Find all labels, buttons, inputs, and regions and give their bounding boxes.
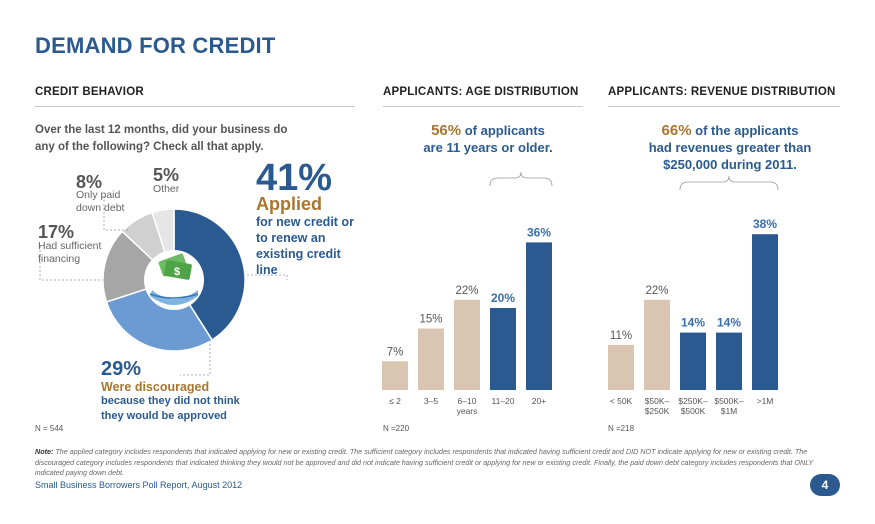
x-tick-label-4: 20+: [532, 396, 546, 406]
applied-label: Applied: [256, 194, 322, 214]
x-tick-label-1: $250K: [645, 406, 670, 416]
bar-2: [680, 332, 706, 390]
sample-size-revenue: N =218: [608, 424, 635, 433]
bar-data-label-0: 11%: [610, 330, 632, 342]
pie-label-sufficient-text: Had sufficient financing: [38, 240, 102, 265]
bar-data-label-3: 14%: [717, 316, 741, 330]
credit-behavior-pie-chart: $: [39, 196, 288, 376]
x-tick-label-3: 11–20: [491, 396, 514, 406]
x-tick-label-2: $250K–: [678, 396, 708, 406]
bar-data-label-4: 36%: [527, 225, 551, 239]
footer-source: Small Business Borrowers Poll Report, Au…: [35, 480, 243, 490]
age-distribution-bar-chart: 7% ≤ 2 15% 3–5 22% 6–10 20% 11–20 36% 20+ years: [382, 165, 553, 416]
revenue-headline-pct: 66%: [661, 122, 692, 139]
group-bracket: [489, 171, 553, 187]
discouraged-description: because they did not think they would be…: [101, 395, 240, 422]
leader-line-applied: [243, 274, 288, 280]
revenue-headline-text2: had revenues greater than: [648, 140, 812, 155]
pie-label-sufficient-pct: 17%: [38, 222, 75, 242]
revenue-headline: 66% of the applicants had revenues great…: [620, 122, 840, 173]
x-axis-label: years: [457, 406, 478, 416]
bar-0: [608, 344, 634, 390]
section-title-age-distribution: APPLICANTS: AGE DISTRIBUTION: [383, 86, 579, 98]
bar-4: [752, 234, 778, 390]
bar-0: [382, 361, 408, 390]
footnote-text: The applied category includes respondent…: [35, 447, 814, 477]
bar-data-label-1: 15%: [419, 314, 442, 326]
revenue-headline-text3: $250,000 during 2011.: [663, 157, 797, 172]
section-divider: [35, 106, 355, 107]
applied-pct: 41%: [256, 157, 333, 199]
bar-1: [644, 299, 670, 390]
x-tick-label-0: < 50K: [610, 396, 633, 406]
bar-2: [454, 299, 480, 390]
footnote-label: Note:: [35, 447, 54, 456]
bar-data-label-0: 7%: [387, 346, 404, 358]
x-tick-label-1: $50K–: [645, 396, 670, 406]
x-tick-label-3: $1M: [721, 406, 738, 416]
bar-3: [490, 308, 516, 390]
age-headline: 56% of applicants are 11 years or older.: [393, 122, 583, 156]
age-headline-text1: of applicants: [461, 123, 545, 138]
discouraged-pct: 29%: [101, 358, 142, 380]
leader-line-paid-down: [103, 196, 130, 231]
x-tick-label-4: >1M: [757, 396, 774, 406]
section-title-revenue-distribution: APPLICANTS: REVENUE DISTRIBUTION: [608, 86, 836, 98]
bar-4: [526, 242, 552, 390]
bar-data-label-2: 22%: [455, 285, 478, 297]
leader-line-sufficient: [39, 246, 103, 281]
pie-label-other-pct: 5%: [153, 165, 180, 185]
survey-question: Over the last 12 months, did your busine…: [35, 124, 288, 153]
footnote: Note: The applied category includes resp…: [35, 447, 835, 479]
svg-text:$: $: [174, 266, 180, 278]
bar-data-label-2: 14%: [681, 316, 705, 330]
age-bracket: [502, 165, 507, 172]
bar-data-label-4: 38%: [753, 217, 777, 231]
revenue-distribution-bar-chart: 11% < 50K 22% $50K–$250K 14% $250K–$500K 14% $5…: [608, 175, 779, 416]
sample-size-behavior: N = 544: [35, 424, 64, 433]
sample-size-age: N =220: [383, 424, 410, 433]
section-divider: [608, 106, 840, 107]
x-tick-label-2: 6–10: [458, 396, 477, 406]
x-tick-label-0: ≤ 2: [389, 396, 401, 406]
x-tick-label-3: $500K–: [714, 396, 744, 406]
pie-label-paid-down-pct: 8%: [76, 172, 103, 192]
pie-label-other-text: Other: [153, 183, 180, 195]
section-divider: [383, 106, 583, 107]
bar-1: [418, 328, 444, 390]
bar-data-label-3: 20%: [491, 291, 515, 305]
group-bracket: [679, 175, 779, 191]
x-tick-label-2: $500K: [681, 406, 706, 416]
pie-label-paid-down-text: Only paid down debt: [76, 189, 125, 214]
age-headline-pct: 56%: [431, 122, 462, 139]
x-tick-label-1: 3–5: [424, 396, 438, 406]
age-headline-text2: are 11 years or older.: [423, 140, 553, 155]
discouraged-label: Were discouraged: [101, 380, 210, 394]
page-number: 4: [810, 474, 840, 496]
revenue-headline-text1: of the applicants: [691, 123, 799, 138]
money-hand-icon: $: [144, 250, 204, 310]
bar-3: [716, 332, 742, 390]
applied-description: for new credit or to renew an existing c…: [256, 215, 354, 277]
pie-slice-were-discouraged: [105, 279, 214, 352]
section-title-credit-behavior: CREDIT BEHAVIOR: [35, 86, 144, 98]
page-title: DEMAND FOR CREDIT: [35, 33, 276, 58]
bar-data-label-1: 22%: [645, 285, 668, 297]
